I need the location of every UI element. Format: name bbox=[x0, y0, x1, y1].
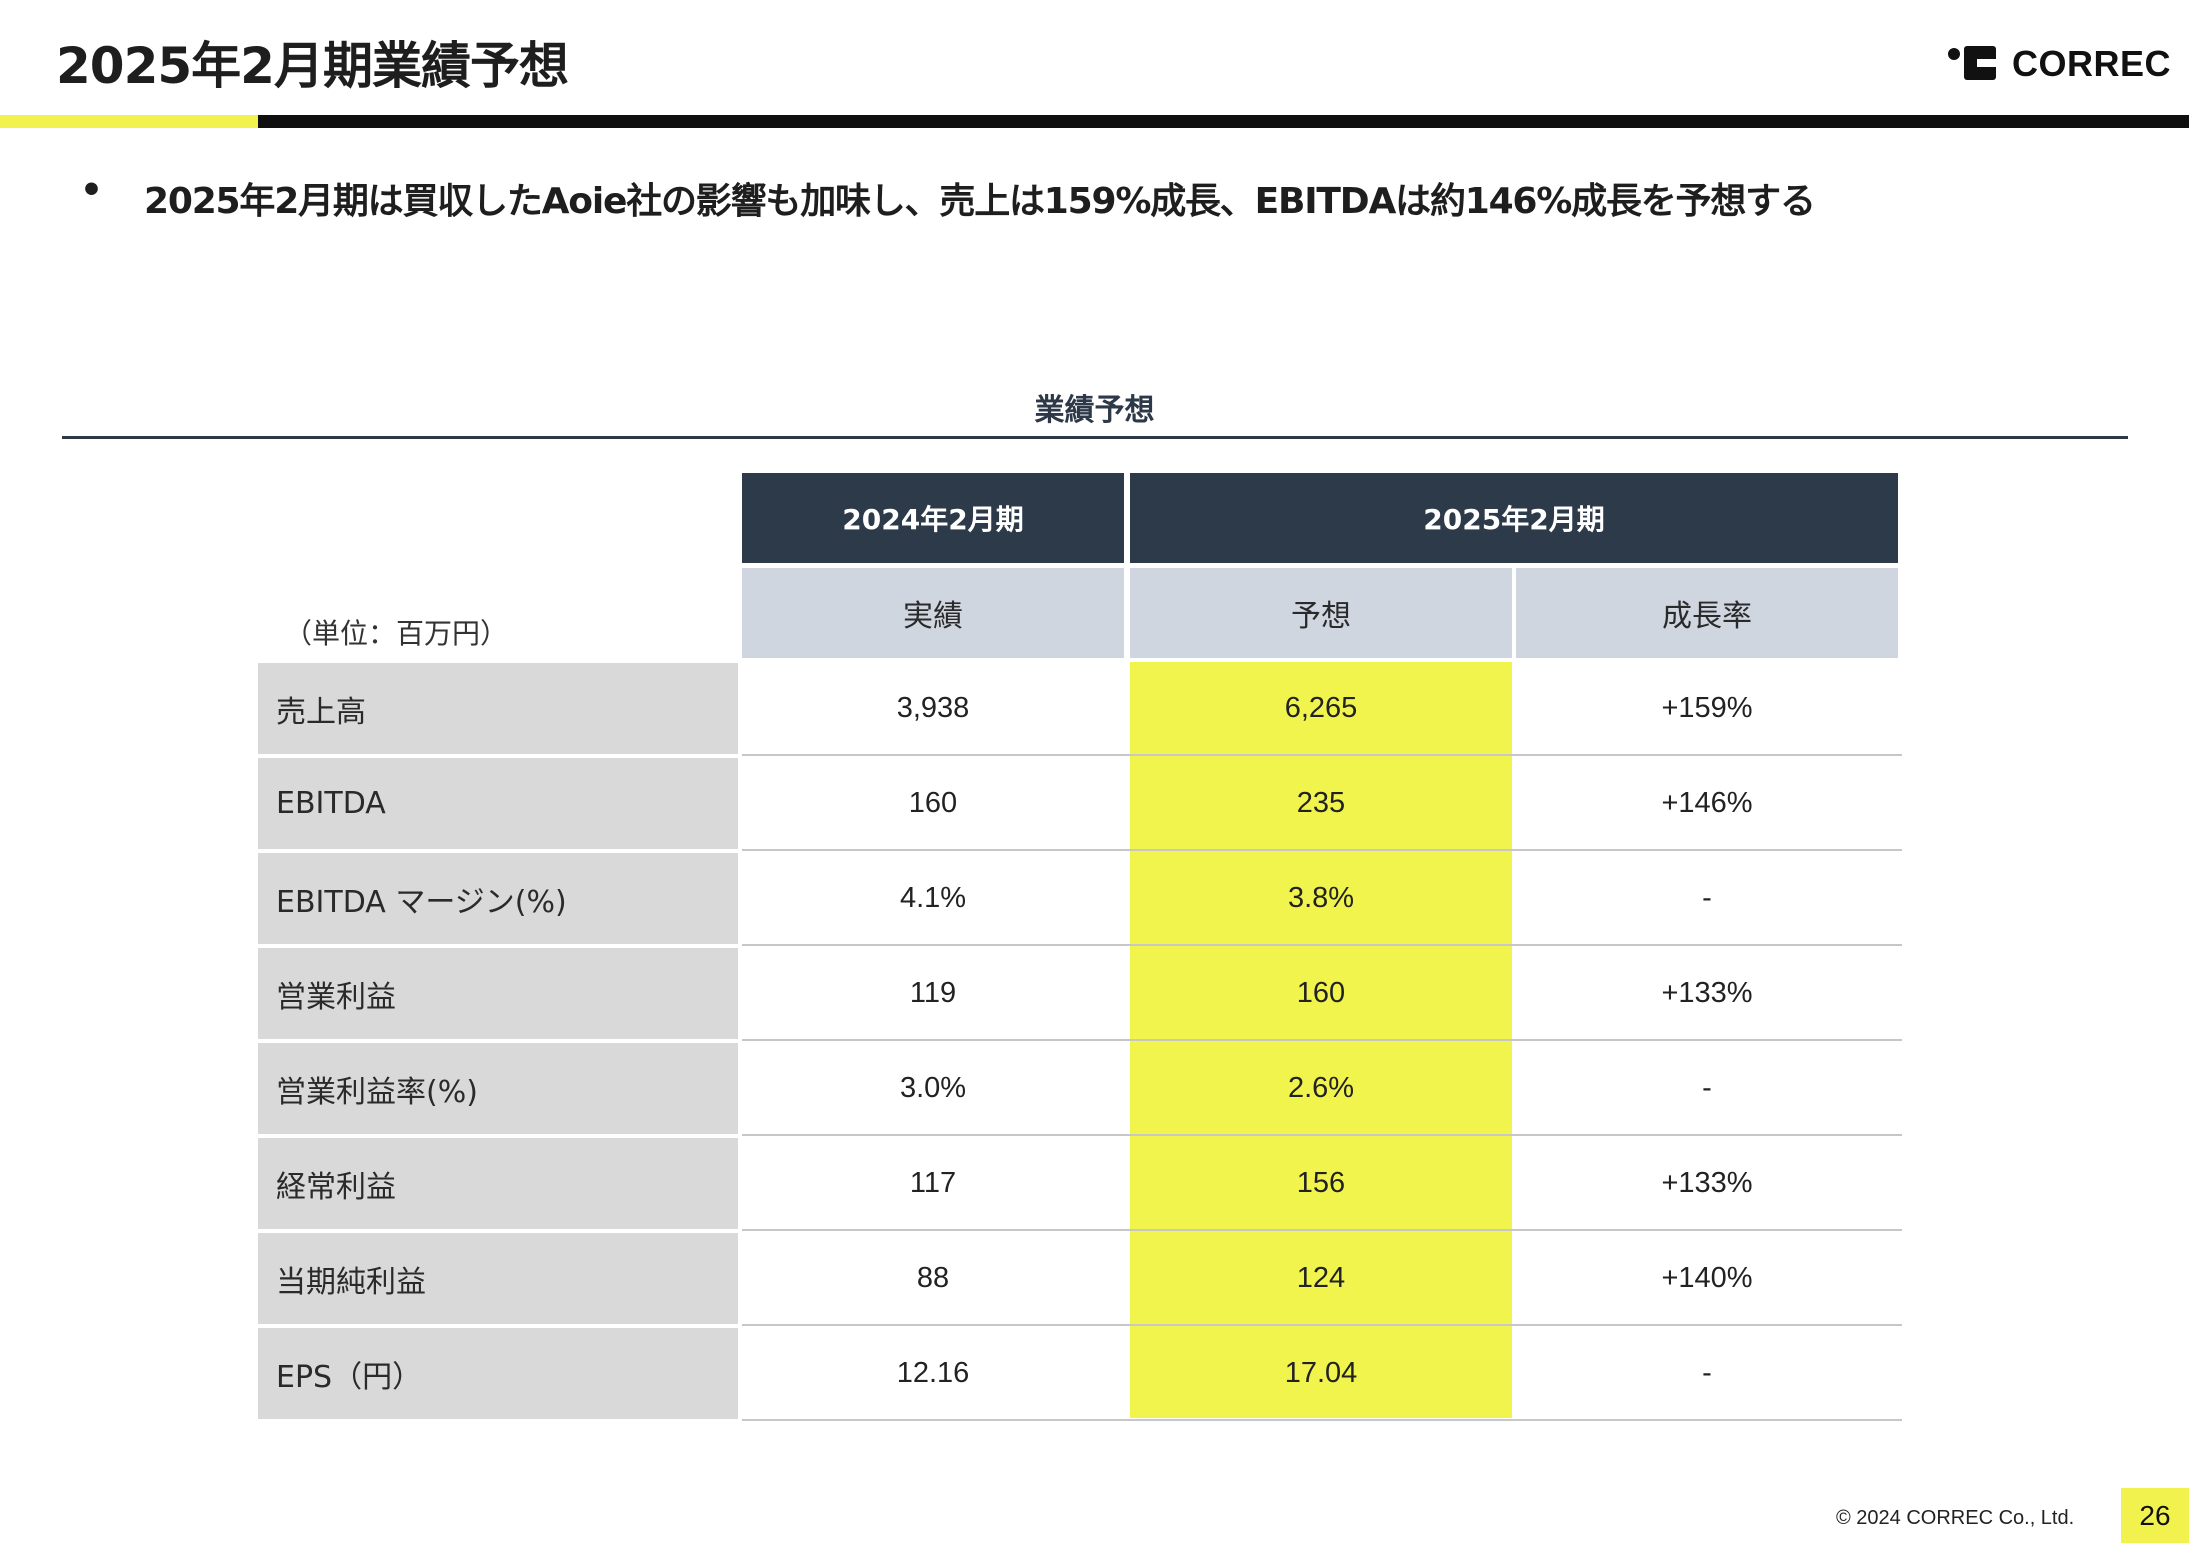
forecast-cell: 160 bbox=[1296, 977, 1346, 1009]
row-divider bbox=[742, 944, 1902, 946]
header-accent-bar bbox=[0, 115, 258, 128]
row-divider bbox=[742, 1324, 1902, 1326]
logo-text: CORREC bbox=[2012, 43, 2172, 84]
actual-cell: 3.0% bbox=[899, 1072, 967, 1104]
bullet-icon: • bbox=[80, 170, 104, 211]
unit-label: （単位：百万円） bbox=[284, 617, 509, 650]
column-header-actual: 実績 bbox=[742, 568, 1124, 658]
column-header-growth: 成長率 bbox=[1516, 568, 1898, 658]
row-divider bbox=[742, 754, 1902, 756]
row-label: EBITDA bbox=[258, 758, 738, 849]
growth-cell: +140% bbox=[1661, 1262, 1753, 1294]
forecast-cell: 156 bbox=[1296, 1167, 1346, 1199]
period-header-2025: 2025年2月期 bbox=[1130, 473, 1898, 563]
actual-cell: 12.16 bbox=[896, 1357, 970, 1389]
column-header-forecast: 予想 bbox=[1130, 568, 1512, 658]
row-divider bbox=[742, 1419, 1902, 1421]
copyright: © 2024 CORREC Co., Ltd. bbox=[1836, 1507, 2075, 1529]
growth-cell: +159% bbox=[1661, 692, 1753, 724]
actual-cell: 117 bbox=[909, 1167, 957, 1199]
row-divider bbox=[742, 849, 1902, 851]
company-logo: CORREC bbox=[1948, 43, 2172, 84]
forecast-cell: 3.8% bbox=[1287, 882, 1355, 914]
row-label: 営業利益 bbox=[258, 948, 738, 1039]
forecast-cell: 6,265 bbox=[1284, 692, 1358, 724]
row-label: 売上高 bbox=[258, 663, 738, 754]
row-label: 営業利益率(%) bbox=[258, 1043, 738, 1134]
row-divider bbox=[742, 1039, 1902, 1041]
forecast-cell: 235 bbox=[1296, 787, 1346, 819]
row-label: 経常利益 bbox=[258, 1138, 738, 1229]
actual-cell: 3,938 bbox=[896, 692, 970, 724]
row-label: 当期純利益 bbox=[258, 1233, 738, 1324]
actual-cell: 119 bbox=[909, 977, 957, 1009]
forecast-cell: 124 bbox=[1296, 1262, 1346, 1294]
row-label: EPS（円） bbox=[258, 1328, 738, 1419]
page-number: 26 bbox=[2121, 1488, 2189, 1543]
actual-cell: 88 bbox=[916, 1262, 950, 1294]
row-divider bbox=[742, 1229, 1902, 1231]
header-divider-bar bbox=[258, 115, 2189, 128]
actual-cell: 4.1% bbox=[899, 882, 967, 914]
page-title: 2025年2月期業績予想 bbox=[56, 37, 569, 95]
forecast-cell: 2.6% bbox=[1287, 1072, 1355, 1104]
forecast-cell: 17.04 bbox=[1284, 1357, 1358, 1389]
row-label: EBITDA マージン(%) bbox=[258, 853, 738, 944]
period-header-2024: 2024年2月期 bbox=[742, 473, 1124, 563]
growth-cell: - bbox=[1702, 1072, 1712, 1104]
actual-cell: 160 bbox=[908, 787, 958, 819]
growth-cell: - bbox=[1702, 1357, 1712, 1389]
growth-cell: +133% bbox=[1661, 1167, 1753, 1199]
growth-cell: - bbox=[1702, 882, 1712, 914]
row-divider bbox=[742, 1134, 1902, 1136]
logo-mark-icon bbox=[1948, 46, 1998, 82]
growth-cell: +133% bbox=[1661, 977, 1753, 1009]
growth-cell: +146% bbox=[1661, 787, 1753, 819]
summary-text: 2025年2月期は買収したAoie社の影響も加味し、売上は159%成長、EBIT… bbox=[144, 181, 1816, 222]
caption-divider bbox=[62, 436, 2128, 439]
table-caption: 業績予想 bbox=[1034, 393, 1155, 428]
